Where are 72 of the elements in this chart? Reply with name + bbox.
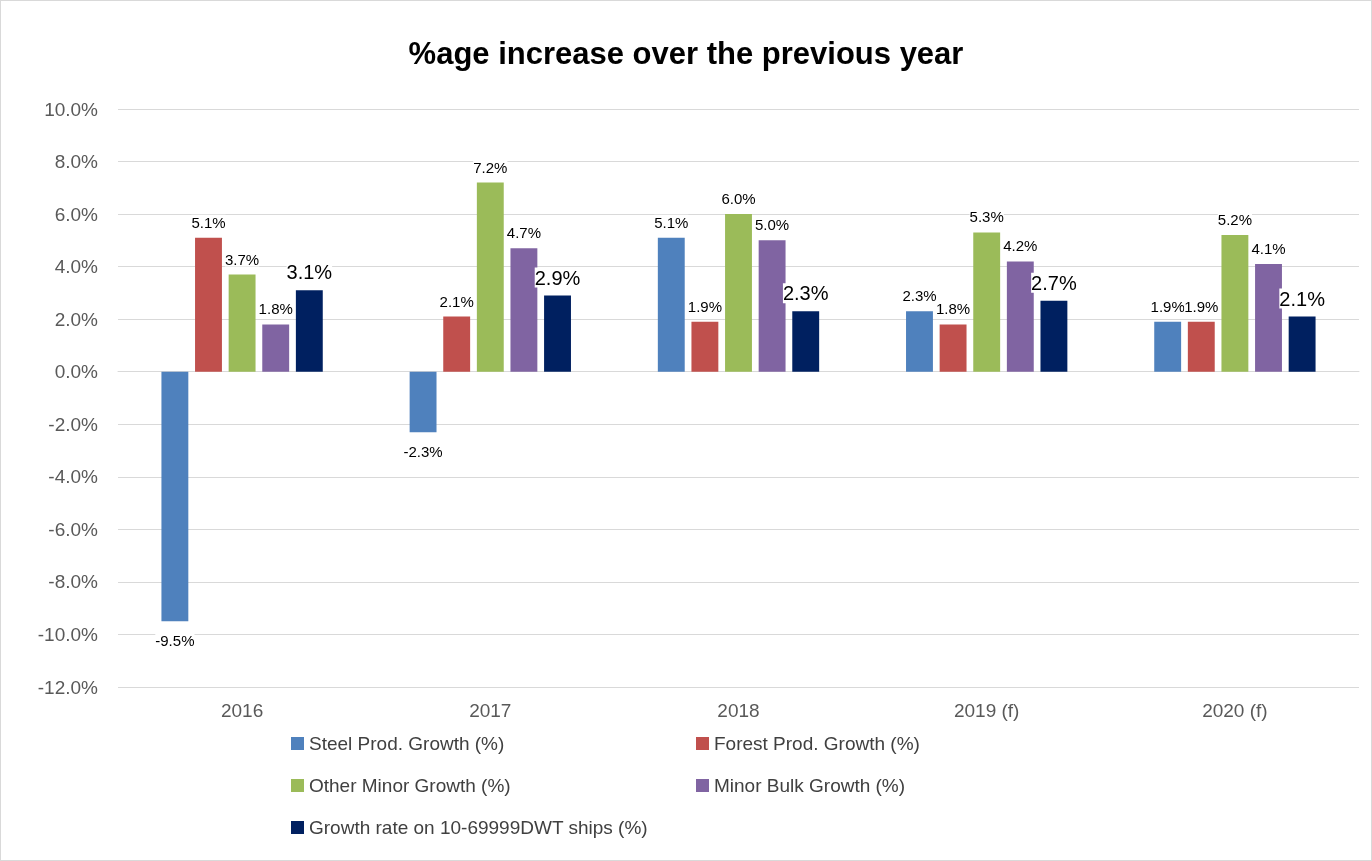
data-label: 1.9%	[1150, 297, 1185, 315]
data-label: 2.9%	[534, 266, 581, 289]
bar	[758, 240, 786, 372]
data-label: 7.2%	[473, 158, 508, 176]
y-tick-label: 8.0%	[54, 151, 99, 173]
data-label: 5.3%	[969, 208, 1004, 226]
data-label: 2.3%	[902, 287, 937, 305]
bar	[1187, 321, 1215, 372]
data-label: 5.0%	[755, 216, 790, 234]
y-tick-label: -6.0%	[48, 518, 99, 540]
y-tick-label: -12.0%	[37, 676, 99, 698]
y-tick-label: 4.0%	[54, 256, 99, 278]
y-tick-label: 6.0%	[54, 203, 99, 225]
y-tick-label: 2.0%	[54, 308, 99, 330]
bar	[228, 274, 256, 372]
bar	[262, 324, 290, 372]
x-tick-label: 2017	[469, 700, 512, 721]
data-label: 3.1%	[286, 261, 333, 284]
bar	[1255, 264, 1282, 372]
data-label: 2.7%	[1031, 271, 1077, 294]
data-label: 4.7%	[506, 224, 542, 242]
bar	[1006, 261, 1034, 372]
bar	[443, 316, 471, 372]
bar	[657, 237, 685, 372]
legend-label: Growth rate on 10-69999DWT ships (%)	[309, 817, 648, 838]
data-label: 1.8%	[935, 300, 971, 318]
bar	[409, 371, 437, 433]
y-tick-label: 10.0%	[44, 98, 99, 120]
legend-label: Steel Prod. Growth (%)	[309, 733, 505, 754]
data-label: 3.7%	[225, 250, 260, 268]
bar	[1154, 321, 1182, 372]
bar	[939, 324, 967, 372]
bar	[1221, 235, 1249, 372]
y-tick-label: -10.0%	[37, 623, 99, 645]
y-tick-label: -4.0%	[48, 466, 99, 488]
chart-title: %age increase over the previous year	[408, 36, 964, 71]
data-label: 1.9%	[1184, 297, 1219, 315]
data-label: 5.1%	[654, 213, 689, 231]
bar	[544, 295, 571, 372]
legend-label: Minor Bulk Growth (%)	[714, 775, 906, 796]
bar	[906, 311, 933, 372]
bar	[792, 311, 820, 372]
data-label: 4.2%	[1003, 237, 1038, 255]
data-label: -2.3%	[403, 443, 443, 461]
bar	[295, 290, 323, 372]
y-tick-label: -2.0%	[48, 413, 99, 435]
bar	[476, 182, 504, 372]
data-label: 2.3%	[782, 282, 829, 305]
bar	[973, 232, 1001, 372]
data-label: 2.1%	[439, 292, 474, 310]
bar	[691, 321, 719, 372]
bar	[1040, 300, 1068, 372]
legend-label: Other Minor Growth (%)	[309, 775, 511, 796]
data-label: 4.1%	[1251, 240, 1286, 258]
bar	[725, 214, 752, 372]
bar	[161, 371, 189, 622]
data-label: 6.0%	[721, 190, 756, 208]
y-tick-label: 0.0%	[54, 361, 99, 383]
x-tick-label: 2016	[220, 700, 264, 721]
data-label: 5.1%	[191, 213, 226, 231]
bar	[1288, 316, 1316, 372]
y-tick-label: -8.0%	[48, 571, 99, 593]
data-label: 1.9%	[687, 297, 722, 315]
data-label: 1.8%	[258, 300, 293, 318]
x-tick-label: 2019 (f)	[953, 700, 1020, 721]
data-label: 5.2%	[1217, 211, 1252, 229]
legend-label: Forest Prod. Growth (%)	[714, 733, 920, 754]
bar	[195, 237, 222, 372]
x-tick-label: 2020 (f)	[1202, 700, 1268, 721]
data-label: -9.5%	[155, 632, 195, 650]
data-label: 2.1%	[1279, 287, 1326, 310]
x-tick-label: 2018	[717, 700, 760, 721]
